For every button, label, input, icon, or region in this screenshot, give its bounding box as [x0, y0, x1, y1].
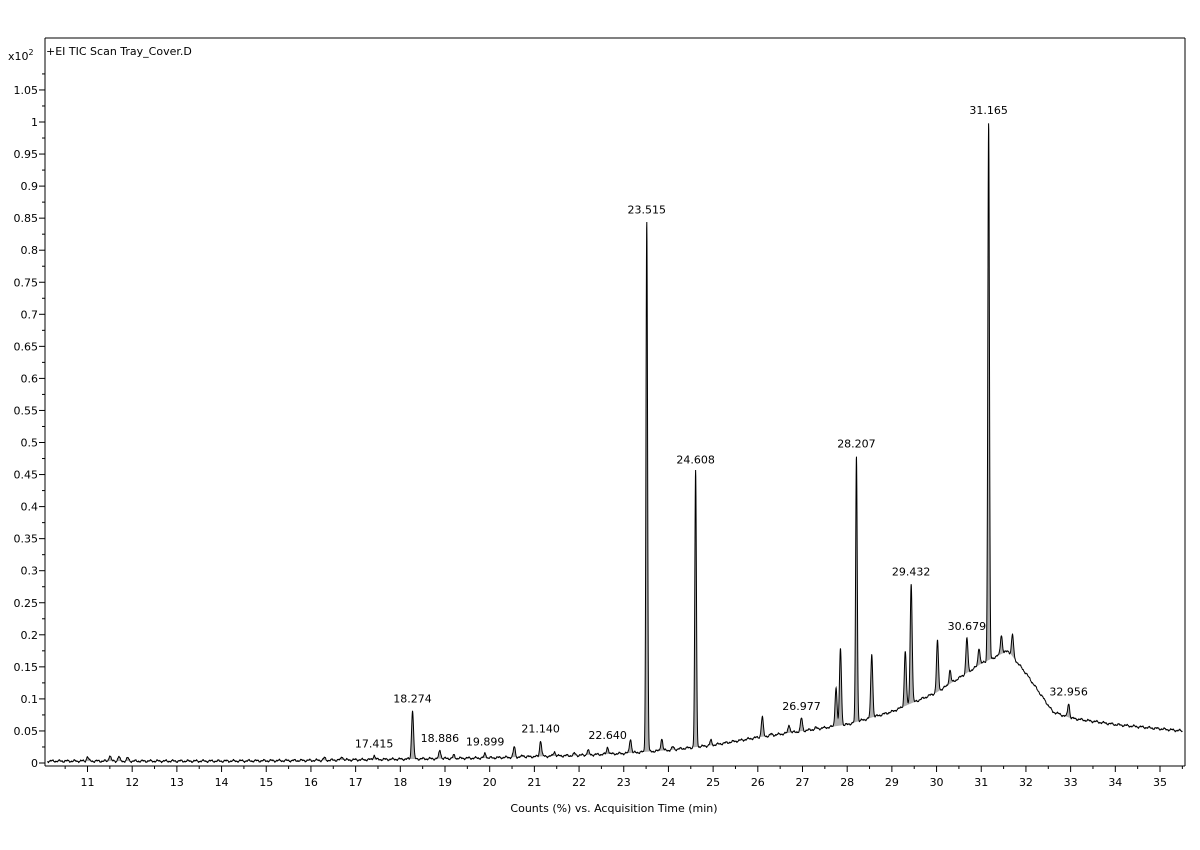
peak-labels: 17.415 18.274 18.886 19.899 21.140 22.640 23.5…: [355, 104, 1088, 750]
peak-label: 26.977: [782, 700, 821, 713]
peak-label: 22.640: [588, 729, 627, 742]
peak-label: 29.432: [892, 566, 931, 579]
y-tick-label: 0.15: [14, 661, 39, 674]
x-tick-label: 14: [215, 776, 229, 789]
y-tick-label: 0.65: [14, 340, 39, 353]
x-tick-label: 24: [661, 776, 675, 789]
y-tick-label: 0.9: [21, 180, 39, 193]
peak-label: 30.679: [948, 620, 987, 633]
y-tick-label: 0.1: [21, 693, 39, 706]
peak-label: 17.415: [355, 737, 394, 750]
x-tick-label: 11: [81, 776, 95, 789]
y-tick-label: 0.3: [21, 565, 39, 578]
x-tick-label: 23: [617, 776, 631, 789]
x-tick-label: 17: [349, 776, 363, 789]
x-tick-label: 28: [840, 776, 854, 789]
x-tick-label: 33: [1064, 776, 1078, 789]
x-axis-title: Counts (%) vs. Acquisition Time (min): [510, 802, 717, 815]
x-tick-label: 20: [483, 776, 497, 789]
x-tick-label: 12: [125, 776, 139, 789]
y-tick-label: 0.7: [21, 308, 39, 321]
y-tick-label: 0.95: [14, 148, 39, 161]
y-tick-label: 0.35: [14, 533, 39, 546]
y-tick-label: 1.05: [14, 84, 39, 97]
y-multiplier-label: x102: [8, 48, 34, 63]
x-tick-label: 21: [527, 776, 541, 789]
x-tick-label: 13: [170, 776, 184, 789]
x-tick-label: 26: [751, 776, 765, 789]
y-tick-label: 1: [31, 116, 38, 129]
peak-label: 18.274: [393, 692, 432, 705]
peak-label: 19.899: [466, 735, 505, 748]
x-tick-label: 18: [393, 776, 407, 789]
y-tick-label: 0.8: [21, 244, 39, 257]
peak-label: 23.515: [628, 203, 667, 216]
trace-layer: [47, 123, 1183, 764]
peak-label: 24.608: [676, 453, 715, 466]
x-tick-label: 19: [438, 776, 452, 789]
x-tick-label: 29: [885, 776, 899, 789]
tic-trace-line: [47, 123, 1183, 764]
peak-label: 32.956: [1049, 685, 1088, 698]
y-tick-label: 0.45: [14, 469, 39, 482]
y-tick-label: 0.6: [21, 372, 39, 385]
peak-label: 28.207: [837, 437, 876, 450]
x-tick-label: 31: [974, 776, 988, 789]
y-tick-label: 0.4: [21, 501, 39, 514]
peak-label: 18.886: [421, 732, 460, 745]
y-tick-label: 0.2: [21, 629, 39, 642]
y-tick-label: 0.05: [14, 725, 39, 738]
x-tick-label: 22: [572, 776, 586, 789]
y-tick-label: 0.5: [21, 437, 39, 450]
x-tick-label: 27: [796, 776, 810, 789]
x-tick-label: 30: [930, 776, 944, 789]
chart-title: +EI TIC Scan Tray_Cover.D: [46, 45, 192, 58]
peak-label: 31.165: [969, 104, 1008, 117]
y-tick-label: 0.75: [14, 276, 39, 289]
y-tick-label: 0: [31, 757, 38, 770]
x-tick-label: 32: [1019, 776, 1033, 789]
y-axis-ticks: 0 0.05 0.1 0.15 0.2 0.25 0.3 0.35 0.4 0.45 0.5 0.55…: [14, 73, 45, 770]
svg-text:x102: x102: [8, 48, 34, 63]
axes-layer: [44, 37, 1186, 767]
y-tick-label: 0.25: [14, 597, 39, 610]
x-tick-label: 16: [304, 776, 318, 789]
y-tick-label: 0.85: [14, 212, 39, 225]
x-tick-label: 34: [1108, 776, 1122, 789]
x-tick-label: 15: [259, 776, 273, 789]
peak-label: 21.140: [521, 723, 560, 736]
y-tick-label: 0.55: [14, 404, 39, 417]
x-tick-label: 25: [706, 776, 720, 789]
x-axis-ticks: 11 12 13 14 15 16 17 18 19 20 21 22 23 24 25 26 27 28 29 30…: [64, 766, 1183, 789]
x-tick-label: 35: [1153, 776, 1167, 789]
